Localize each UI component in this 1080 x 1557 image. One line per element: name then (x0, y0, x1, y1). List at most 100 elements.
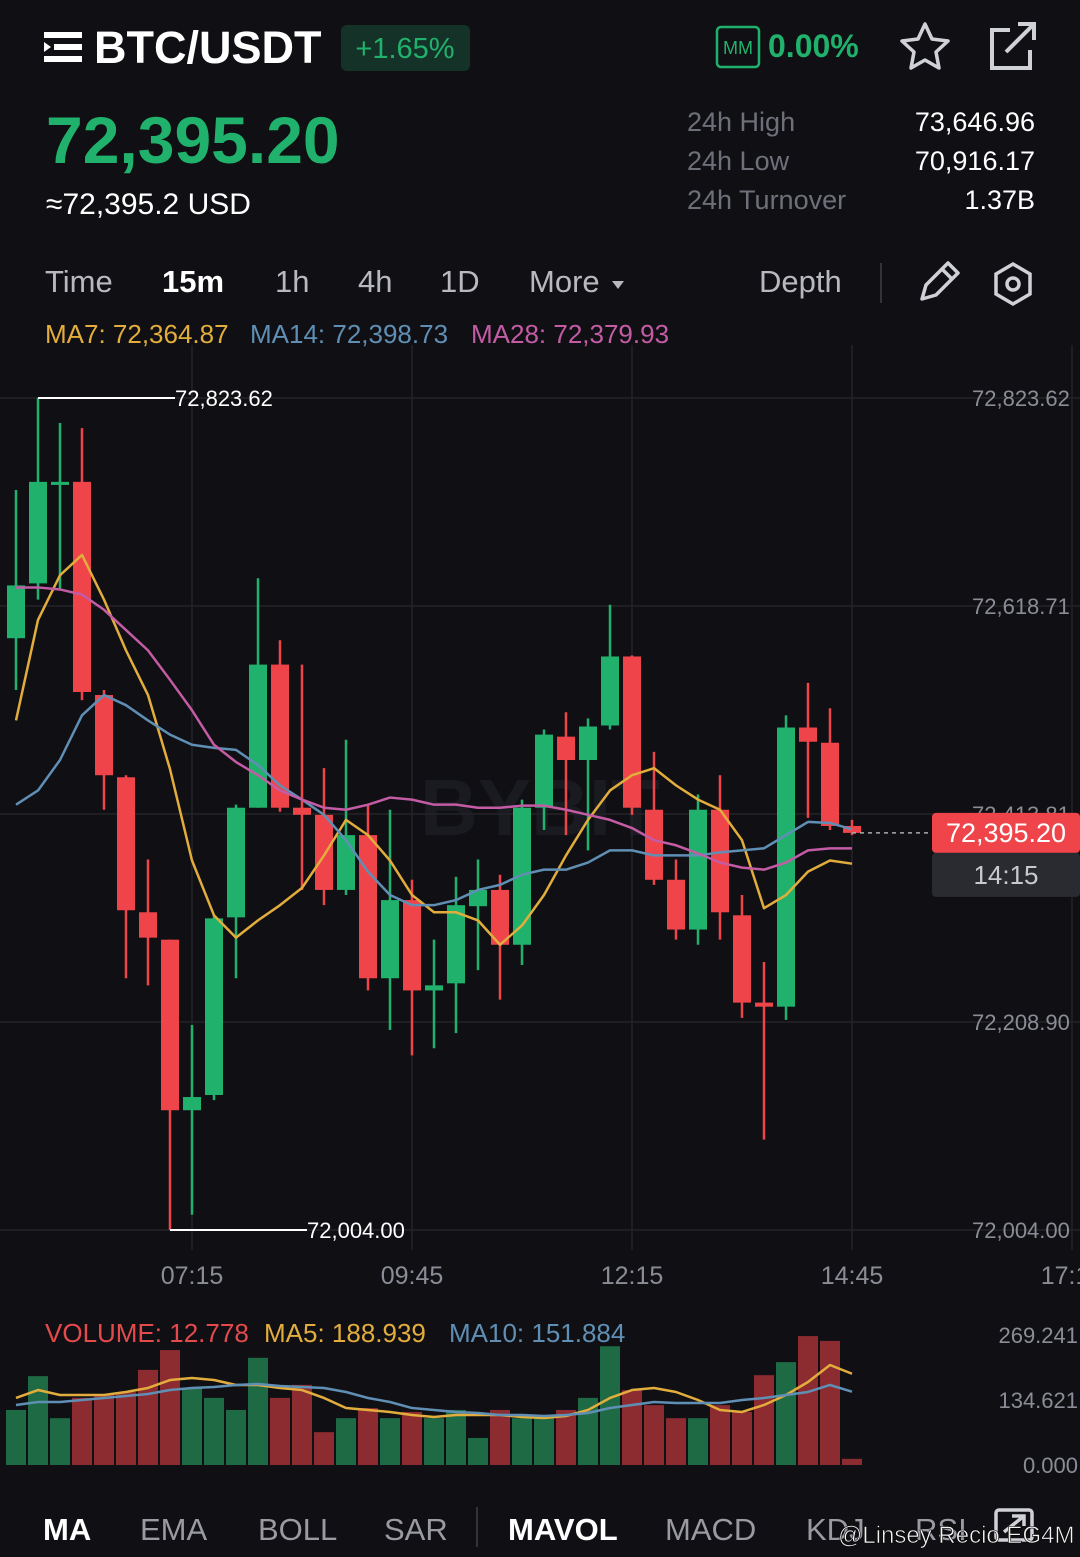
indicator-tab[interactable]: MA (43, 1512, 91, 1547)
countdown: 14:15 (973, 860, 1038, 890)
candle-body (381, 900, 399, 979)
volume-bar (666, 1418, 686, 1465)
candle-body (667, 879, 685, 930)
volume-bar (424, 1418, 444, 1465)
interval-tabs: Time 15m 1h 4h 1D More (45, 264, 600, 299)
indicator-tab[interactable]: BOLL (258, 1512, 337, 1547)
price-chart: 72,004.0072,208.9072,413.8172,618.7172,8… (0, 345, 1080, 1290)
y-tick-label: 72,823.62 (972, 386, 1070, 411)
candle-body (513, 807, 531, 945)
volume-bar (644, 1405, 664, 1465)
candle-body (777, 727, 795, 1007)
change: +1.65% (355, 33, 454, 65)
stat-label: 24h High (687, 107, 795, 137)
ma-line (15, 693, 853, 907)
candle-body (249, 664, 267, 808)
volume-bar (160, 1350, 180, 1465)
candle-body (161, 939, 179, 1111)
candle-body (535, 734, 553, 808)
interval-tab[interactable]: 15m (162, 264, 224, 299)
settings-dot (1005, 276, 1021, 292)
stat-label: 24h Low (687, 146, 790, 176)
menu-bar (54, 44, 82, 50)
volume-bar (754, 1375, 774, 1465)
volume-bar (270, 1397, 290, 1465)
interval-tab[interactable]: Time (45, 264, 113, 299)
candle-body (205, 918, 223, 1095)
candle-body (51, 481, 69, 485)
indicator-tab[interactable]: MAVOL (508, 1512, 618, 1547)
settings-hex (994, 261, 1032, 307)
candle-body (95, 695, 113, 776)
volume-bar (710, 1405, 730, 1465)
candle-body (315, 814, 333, 890)
candle-body (447, 905, 465, 984)
candle-body (139, 912, 157, 938)
share-icon[interactable] (990, 22, 1036, 70)
ma-legend-item: MA14: 72,398.73 (250, 319, 448, 349)
volume-bar (402, 1411, 422, 1465)
volume-bar (336, 1418, 356, 1465)
pair[interactable]: BTC/USDT (94, 22, 321, 73)
interval-tab[interactable]: 1h (275, 264, 309, 299)
countdown-bg (932, 852, 1080, 897)
candle-body (579, 726, 597, 761)
share-arrow (1004, 22, 1036, 54)
menu-icon[interactable] (44, 32, 82, 62)
indicator-tab[interactable]: KDJ (806, 1512, 865, 1547)
interval-tab[interactable]: 4h (358, 264, 392, 299)
indicator-tab[interactable]: SAR (384, 1512, 448, 1547)
candle-body (293, 807, 311, 815)
candle-body (755, 1002, 773, 1007)
high-label: 72,823.62 (175, 386, 273, 411)
candle-body (491, 889, 509, 945)
candle-body (403, 900, 421, 991)
fullscreen-arrow (1002, 1514, 1026, 1534)
ma-line (16, 586, 853, 871)
ma-legend-item: MA7: 72,364.87 (45, 319, 229, 349)
settings-icon[interactable] (994, 261, 1032, 307)
x-tick-label: 17:15 (1041, 1262, 1080, 1290)
volume-bar (292, 1384, 312, 1465)
fullscreen-icon[interactable] (994, 1508, 1034, 1542)
indicator-tab[interactable]: RSI (915, 1512, 967, 1547)
change-badge (341, 25, 470, 71)
stat-value: 73,646.96 (915, 107, 1035, 137)
menu-bar (44, 32, 82, 38)
stat-label: 24h Turnover (687, 185, 846, 215)
volume-legend-item: MA10: 151.884 (449, 1318, 625, 1348)
interval-tab[interactable]: More (529, 264, 600, 299)
stat-value: 70,916.17 (915, 146, 1035, 176)
menu-bar (44, 56, 82, 62)
volume-bar (226, 1409, 246, 1465)
low-label: 72,004.00 (307, 1218, 405, 1243)
mm-label: MM (723, 38, 753, 58)
favorite-icon[interactable] (900, 22, 950, 70)
candle-body (359, 835, 377, 979)
volume-bar (6, 1409, 26, 1465)
stat-value: 1.37B (964, 185, 1035, 215)
fullscreen-box (994, 1508, 1034, 1542)
candle-body (73, 481, 91, 692)
y-tick-label: 72,004.00 (972, 1218, 1070, 1243)
candle-body (821, 742, 839, 826)
candle-body (689, 809, 707, 930)
candle-body (623, 656, 641, 808)
volume-bar (578, 1397, 598, 1465)
depth-tab[interactable]: Depth (759, 264, 842, 299)
indicator-tab[interactable]: MACD (665, 1512, 756, 1547)
volume-tick-label: 134.621 (998, 1388, 1078, 1413)
volume-legend-item: MA5: 188.939 (264, 1318, 426, 1348)
volume-bar (842, 1458, 862, 1465)
volume-bar (116, 1392, 136, 1465)
candle-body (7, 585, 25, 639)
volume-bar (600, 1346, 620, 1465)
draw-icon[interactable] (920, 261, 960, 301)
x-tick-label: 09:45 (381, 1262, 444, 1290)
volume-bar (358, 1408, 378, 1465)
indicator-tab[interactable]: EMA (140, 1512, 208, 1547)
interval-tab[interactable]: 1D (440, 264, 480, 299)
price-tag-bg (932, 812, 1080, 853)
